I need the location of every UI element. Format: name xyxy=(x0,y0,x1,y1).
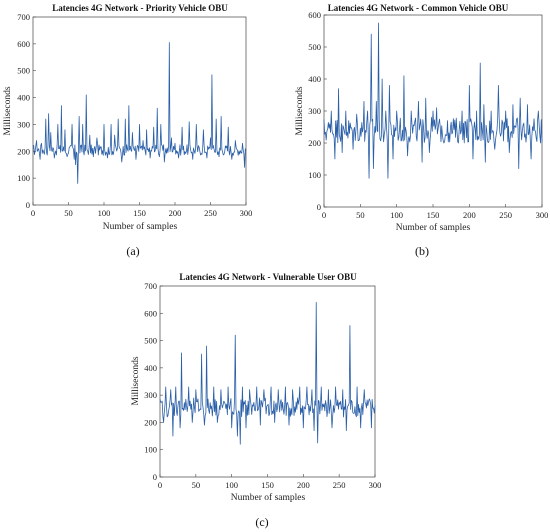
plot-frame xyxy=(32,16,247,206)
y-tick-label: 100 xyxy=(144,445,157,455)
y-axis: 0 100 200 300 400 500 600 700 xyxy=(144,281,163,482)
x-tick-label: 50 xyxy=(356,210,365,220)
x-axis: 0 50 100 150 200 250 300 xyxy=(31,202,253,218)
x-tick-label: 300 xyxy=(369,480,382,490)
y-tick-label: 300 xyxy=(308,106,321,116)
x-axis: 0 50 100 150 200 250 300 xyxy=(322,204,549,220)
y-axis-label: Milliseconds xyxy=(3,86,13,135)
y-tick-label: 300 xyxy=(17,119,30,129)
x-tick-label: 50 xyxy=(64,208,73,218)
x-tick-label: 150 xyxy=(427,210,440,220)
x-tick-label: 100 xyxy=(225,480,238,490)
y-tick-label: 100 xyxy=(17,173,30,183)
y-axis-label: Milliseconds xyxy=(295,86,305,135)
x-tick-label: 200 xyxy=(297,480,310,490)
chart-priority-vehicle: Latencies 4G Network - Priority Vehicle … xyxy=(3,3,252,258)
x-tick-label: 300 xyxy=(240,208,253,218)
y-tick-label: 600 xyxy=(308,10,321,20)
y-tick-label: 100 xyxy=(308,170,321,180)
x-tick-label: 100 xyxy=(390,210,403,220)
x-tick-label: 200 xyxy=(463,210,476,220)
latency-series-line xyxy=(159,301,376,445)
y-tick-label: 600 xyxy=(144,308,157,318)
y-tick-label: 500 xyxy=(144,336,157,346)
y-tick-label: 0 xyxy=(317,202,321,212)
x-tick-label: 150 xyxy=(133,208,146,218)
y-tick-label: 200 xyxy=(308,138,321,148)
y-axis: 0 100 200 300 400 500 600 700 xyxy=(17,12,36,210)
panel-label: (a) xyxy=(126,244,139,258)
x-tick-label: 100 xyxy=(98,208,111,218)
x-axis-label: Number of samples xyxy=(396,222,471,233)
y-tick-label: 300 xyxy=(144,390,157,400)
y-tick-label: 500 xyxy=(308,42,321,52)
x-tick-label: 250 xyxy=(333,480,346,490)
x-tick-label: 50 xyxy=(192,480,201,490)
y-tick-label: 500 xyxy=(17,66,30,76)
chart-title: Latencies 4G Network - Priority Vehicle … xyxy=(52,3,228,13)
y-tick-label: 400 xyxy=(308,74,321,84)
x-tick-label: 0 xyxy=(158,480,162,490)
y-tick-label: 700 xyxy=(17,12,30,22)
y-tick-label: 200 xyxy=(17,146,30,156)
chart-vulnerable-user: Latencies 4G Network - Vulnerable User O… xyxy=(131,272,381,529)
y-tick-label: 0 xyxy=(153,472,157,482)
y-tick-label: 0 xyxy=(26,200,30,210)
panel-label: (c) xyxy=(255,515,268,529)
y-tick-label: 400 xyxy=(17,93,30,103)
x-tick-label: 250 xyxy=(204,208,217,218)
x-axis: 0 50 100 150 200 250 300 xyxy=(158,474,382,490)
x-axis-label: Number of samples xyxy=(103,221,178,232)
y-tick-label: 700 xyxy=(144,281,157,291)
latency-series-line xyxy=(323,22,543,179)
x-tick-label: 300 xyxy=(536,210,549,220)
chart-common-vehicle: Latencies 4G Network - Common Vehicle OB… xyxy=(295,3,548,258)
y-axis-label: Milliseconds xyxy=(131,356,141,405)
x-tick-label: 200 xyxy=(169,208,182,218)
panel-label: (b) xyxy=(415,244,429,258)
y-axis: 0 100 200 300 400 500 600 xyxy=(308,10,327,212)
x-tick-label: 150 xyxy=(261,480,274,490)
y-tick-label: 200 xyxy=(144,417,157,427)
chart-title: Latencies 4G Network - Vulnerable User O… xyxy=(179,272,357,282)
y-tick-label: 400 xyxy=(144,363,157,373)
x-tick-label: 250 xyxy=(499,210,512,220)
x-tick-label: 0 xyxy=(31,208,35,218)
x-axis-label: Number of samples xyxy=(231,492,306,503)
chart-title: Latencies 4G Network - Common Vehicle OB… xyxy=(328,3,509,13)
x-tick-label: 0 xyxy=(322,210,326,220)
plot-frame xyxy=(159,285,376,478)
latency-series-line xyxy=(32,42,247,184)
y-tick-label: 600 xyxy=(17,39,30,49)
